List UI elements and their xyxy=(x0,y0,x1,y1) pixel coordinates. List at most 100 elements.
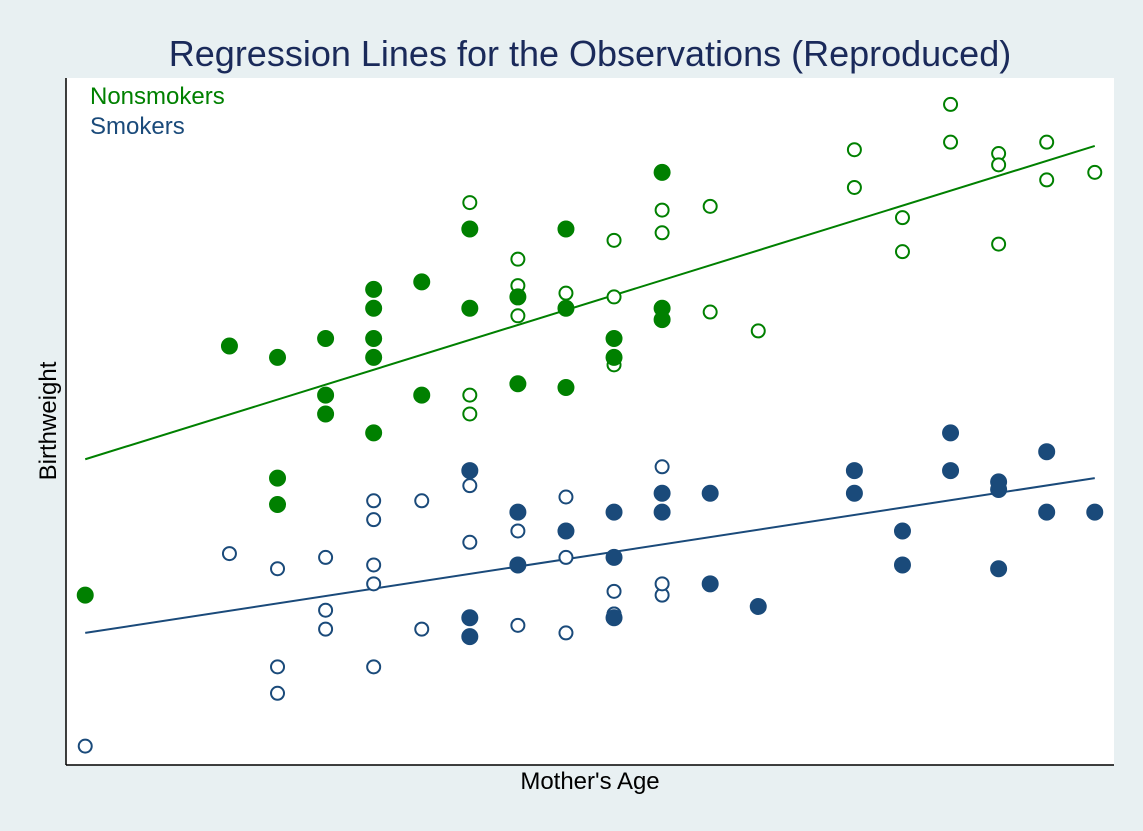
data-point-nonsmokers-hollow-25 xyxy=(1039,172,1055,188)
data-point-nonsmokers-hollow-7 xyxy=(606,232,622,248)
data-point-nonsmokers-hollow-24 xyxy=(1039,134,1055,150)
data-point-nonsmokers-hollow-17 xyxy=(894,210,910,226)
data-point-nonsmokers-hollow-10 xyxy=(654,202,670,218)
data-point-smokers-hollow-6 xyxy=(318,602,334,618)
data-point-smokers-filled-14 xyxy=(845,462,863,480)
chart-title: Regression Lines for the Observations (R… xyxy=(169,33,1011,74)
data-point-smokers-hollow-1 xyxy=(221,546,237,562)
data-point-smokers-hollow-3 xyxy=(270,659,286,675)
data-point-smokers-hollow-18 xyxy=(510,617,526,633)
data-point-smokers-hollow-5 xyxy=(318,549,334,565)
regression-line-smokers xyxy=(85,477,1095,634)
data-point-smokers-filled-16 xyxy=(893,522,911,540)
data-point-nonsmokers-hollow-12 xyxy=(702,198,718,214)
data-point-nonsmokers-filled-18 xyxy=(509,375,527,393)
data-point-nonsmokers-hollow-19 xyxy=(943,96,959,112)
data-point-nonsmokers-filled-24 xyxy=(653,163,671,181)
data-point-nonsmokers-hollow-6 xyxy=(558,285,574,301)
data-point-smokers-filled-23 xyxy=(1038,443,1056,461)
data-point-smokers-hollow-17 xyxy=(510,523,526,539)
data-point-smokers-hollow-25 xyxy=(654,459,670,475)
data-point-nonsmokers-filled-9 xyxy=(365,299,383,317)
data-point-smokers-filled-10 xyxy=(653,503,671,521)
data-point-smokers-filled-3 xyxy=(509,503,527,521)
data-point-nonsmokers-filled-13 xyxy=(413,273,431,291)
data-point-nonsmokers-hollow-20 xyxy=(943,134,959,150)
data-point-nonsmokers-hollow-14 xyxy=(750,323,766,339)
data-point-nonsmokers-filled-14 xyxy=(413,386,431,404)
data-point-nonsmokers-filled-5 xyxy=(317,329,335,347)
data-point-nonsmokers-hollow-22 xyxy=(991,157,1007,173)
data-point-smokers-hollow-21 xyxy=(558,625,574,641)
legend-item-nonsmokers: Nonsmokers xyxy=(90,83,225,110)
data-point-smokers-filled-0 xyxy=(461,462,479,480)
data-point-nonsmokers-filled-0 xyxy=(76,586,94,604)
data-point-smokers-hollow-2 xyxy=(270,561,286,577)
x-axis-label: Mother's Age xyxy=(520,768,659,795)
data-point-nonsmokers-hollow-16 xyxy=(846,179,862,195)
data-point-smokers-filled-19 xyxy=(942,462,960,480)
data-point-smokers-hollow-16 xyxy=(462,534,478,550)
data-point-nonsmokers-hollow-26 xyxy=(1087,164,1103,180)
data-point-nonsmokers-filled-1 xyxy=(220,337,238,355)
data-point-smokers-filled-13 xyxy=(749,597,767,615)
data-point-smokers-filled-21 xyxy=(990,480,1008,498)
data-point-smokers-filled-2 xyxy=(461,628,479,646)
data-point-smokers-hollow-27 xyxy=(654,576,670,592)
data-point-smokers-hollow-0 xyxy=(77,738,93,754)
data-point-nonsmokers-hollow-5 xyxy=(510,308,526,324)
data-point-smokers-hollow-22 xyxy=(606,583,622,599)
data-point-nonsmokers-hollow-13 xyxy=(702,304,718,320)
data-point-smokers-filled-1 xyxy=(461,609,479,627)
data-point-nonsmokers-filled-4 xyxy=(269,496,287,514)
data-point-smokers-hollow-11 xyxy=(366,576,382,592)
data-point-smokers-hollow-4 xyxy=(270,685,286,701)
data-point-smokers-filled-7 xyxy=(605,548,623,566)
data-point-nonsmokers-filled-19 xyxy=(557,220,575,238)
y-axis-label: Birthweight xyxy=(35,361,62,480)
data-point-smokers-filled-22 xyxy=(990,560,1008,578)
data-point-nonsmokers-filled-10 xyxy=(365,329,383,347)
data-point-smokers-hollow-19 xyxy=(558,489,574,505)
data-point-smokers-filled-25 xyxy=(1086,503,1104,521)
data-point-smokers-hollow-12 xyxy=(366,659,382,675)
data-point-nonsmokers-filled-12 xyxy=(365,424,383,442)
data-point-nonsmokers-hollow-2 xyxy=(462,406,478,422)
data-point-nonsmokers-filled-21 xyxy=(557,379,575,397)
data-point-smokers-filled-12 xyxy=(701,575,719,593)
data-point-nonsmokers-filled-16 xyxy=(461,299,479,317)
data-point-smokers-filled-8 xyxy=(605,609,623,627)
data-point-smokers-hollow-10 xyxy=(366,557,382,573)
data-point-smokers-filled-9 xyxy=(653,484,671,502)
data-point-nonsmokers-filled-22 xyxy=(605,329,623,347)
data-point-smokers-filled-17 xyxy=(893,556,911,574)
data-point-nonsmokers-filled-3 xyxy=(269,469,287,487)
data-point-smokers-hollow-15 xyxy=(462,478,478,494)
data-point-nonsmokers-filled-11 xyxy=(365,348,383,366)
data-point-nonsmokers-filled-8 xyxy=(365,280,383,298)
data-marks xyxy=(76,96,1104,754)
data-point-smokers-filled-6 xyxy=(605,503,623,521)
data-point-smokers-hollow-7 xyxy=(318,621,334,637)
data-point-smokers-filled-11 xyxy=(701,484,719,502)
data-point-smokers-filled-24 xyxy=(1038,503,1056,521)
data-point-nonsmokers-filled-15 xyxy=(461,220,479,238)
data-point-nonsmokers-filled-17 xyxy=(509,288,527,306)
data-point-smokers-hollow-20 xyxy=(558,549,574,565)
regression-line-nonsmokers xyxy=(84,144,1096,461)
data-point-nonsmokers-hollow-15 xyxy=(846,142,862,158)
data-point-nonsmokers-hollow-1 xyxy=(462,387,478,403)
data-point-nonsmokers-filled-26 xyxy=(653,311,671,329)
data-point-smokers-filled-4 xyxy=(509,556,527,574)
plot-area xyxy=(66,78,1114,765)
legend-item-smokers: Smokers xyxy=(90,113,185,140)
data-point-smokers-filled-5 xyxy=(557,522,575,540)
data-point-smokers-hollow-13 xyxy=(414,493,430,509)
data-point-nonsmokers-hollow-3 xyxy=(510,251,526,267)
data-point-nonsmokers-filled-23 xyxy=(605,348,623,366)
legend: Nonsmokers Smokers xyxy=(90,83,225,140)
data-point-smokers-filled-15 xyxy=(845,484,863,502)
data-point-nonsmokers-hollow-0 xyxy=(462,195,478,211)
data-point-smokers-hollow-9 xyxy=(366,512,382,528)
